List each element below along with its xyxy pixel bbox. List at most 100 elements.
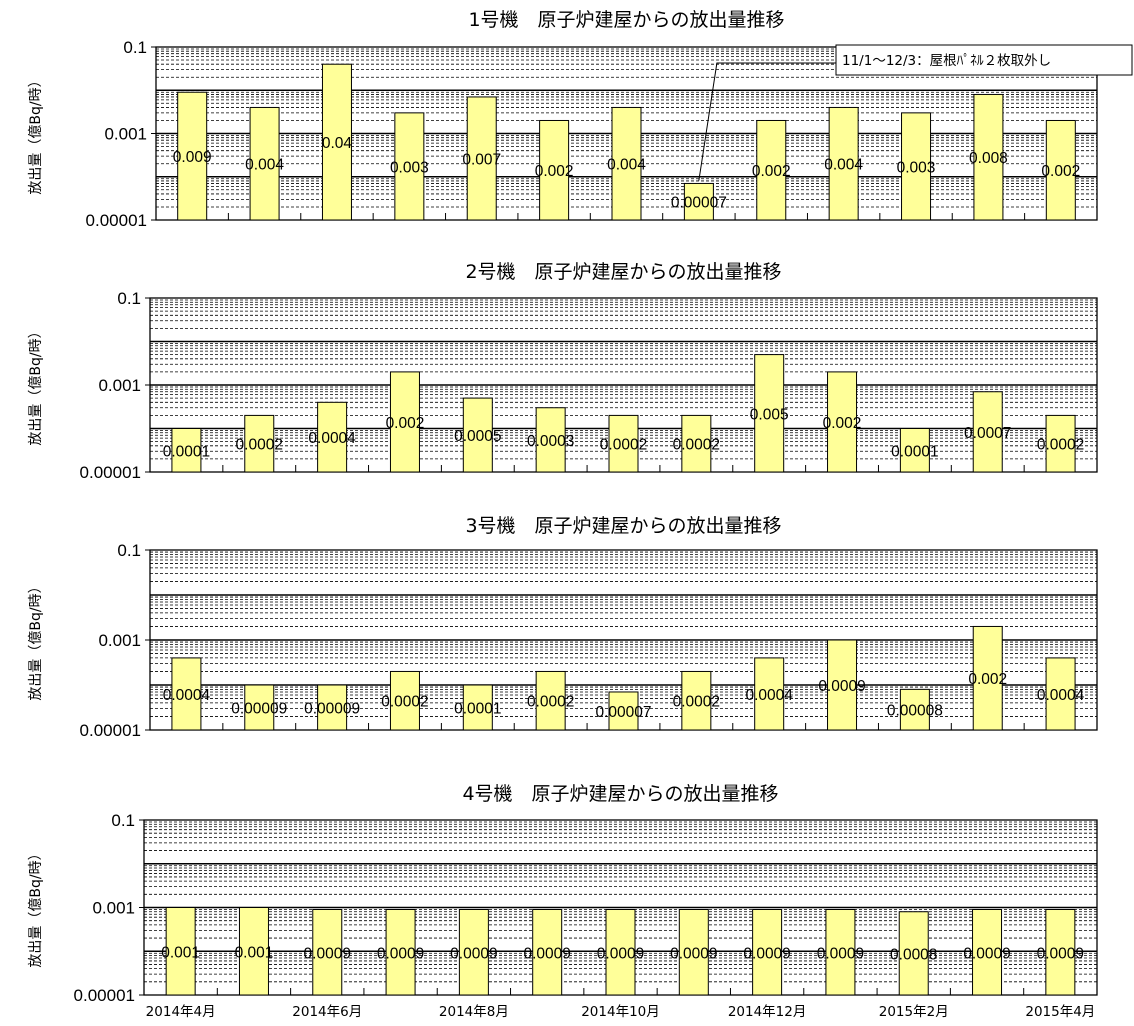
bar (389, 371, 420, 473)
data-label: 0.0001 (454, 701, 501, 718)
data-label: 0.0009 (817, 945, 864, 962)
data-label: 0.002 (968, 671, 1007, 688)
data-label: 0.002 (1041, 163, 1080, 180)
data-label: 0.0008 (890, 946, 937, 963)
data-label: 0.0001 (891, 443, 938, 460)
data-label: 0.005 (750, 406, 789, 423)
y-tick-label: 0.00001 (86, 211, 147, 230)
bar (827, 371, 858, 473)
bar (462, 397, 493, 473)
data-label: 0.001 (161, 944, 200, 961)
y-tick-label: 0.001 (92, 899, 135, 918)
data-label: 0.0009 (963, 945, 1010, 962)
y-tick-label: 0.00001 (74, 986, 135, 1005)
data-label: 0.003 (897, 159, 936, 176)
data-label: 0.0003 (527, 433, 574, 450)
annotation-box (835, 44, 1133, 76)
data-label: 0.0009 (1037, 945, 1084, 962)
chart-panel-1: 1号機 原子炉建屋からの放出量推移 0.1 0.001 0.00001 放出量（億Bq/… (28, 9, 1133, 230)
bar (458, 909, 489, 996)
x-tick-label: 2014年8月 (439, 1004, 509, 1020)
bar (177, 91, 208, 221)
data-label: 0.004 (607, 157, 646, 174)
data-label: 0.0002 (673, 437, 720, 454)
bar (678, 909, 709, 996)
chart-panel-2: 2号機 原子炉建屋からの放出量推移 0.1 0.001 0.00001 放出量（億Bq/… (28, 261, 1098, 482)
bar (249, 106, 280, 221)
chart-title: 1号機 原子炉建屋からの放出量推移 (468, 9, 784, 31)
bar (899, 688, 930, 731)
bar (898, 911, 929, 996)
data-label: 0.0009 (377, 945, 424, 962)
data-label: 0.0002 (1037, 437, 1084, 454)
y-tick-label: 0.1 (123, 38, 147, 57)
bar (1045, 119, 1076, 221)
bar (899, 428, 930, 473)
data-label: 0.008 (969, 150, 1008, 167)
data-label: 0.00008 (887, 703, 943, 720)
bar (238, 907, 269, 996)
data-label: 0.0009 (818, 678, 865, 695)
data-label: 0.0005 (454, 428, 501, 445)
y-tick-label: 0.1 (117, 541, 141, 560)
data-label: 0.0004 (1037, 687, 1085, 704)
x-tick-label: 2015年4月 (1025, 1004, 1095, 1020)
bar (973, 93, 1004, 221)
gridlines (150, 299, 1097, 460)
bar (321, 63, 352, 221)
y-tick-label: 0.1 (111, 811, 135, 830)
y-tick-label: 0.00001 (80, 721, 141, 740)
y-axis-label: 放出量（億Bq/時） (28, 846, 44, 967)
data-label: 0.0004 (308, 430, 356, 447)
data-label: 0.0007 (964, 425, 1011, 442)
data-label: 0.0009 (597, 945, 644, 962)
bar (608, 691, 639, 731)
chart-panel-4: 4号機 原子炉建屋からの放出量推移 0.1 0.001 0.00001 放出量（億Bq/… (28, 783, 1098, 1020)
x-tick-label: 2015年2月 (879, 1004, 949, 1020)
chart-panel-3: 3号機 原子炉建屋からの放出量推移 0.1 0.001 0.00001 放出量（億Bq/… (28, 515, 1098, 740)
bar (462, 684, 493, 731)
bar (171, 657, 202, 731)
data-label: 0.003 (390, 159, 429, 176)
data-label: 0.0009 (304, 945, 351, 962)
bar (681, 414, 712, 473)
data-label: 0.002 (535, 163, 574, 180)
y-axis-label: 放出量（億Bq/時） (28, 579, 44, 700)
bar (825, 909, 856, 996)
data-label: 0.0002 (236, 437, 283, 454)
data-label: 0.002 (823, 415, 862, 432)
annotation-text: 11/1～12/3：屋根ﾊﾟﾈﾙ２枚取外し (842, 53, 1051, 69)
y-axis-label: 放出量（億Bq/時） (28, 324, 44, 445)
data-label: 0.00007 (595, 704, 651, 721)
data-label: 0.009 (173, 149, 212, 166)
bar (1045, 657, 1076, 731)
data-label: 0.0004 (163, 687, 211, 704)
bar (972, 391, 1003, 473)
data-label: 0.004 (824, 157, 863, 174)
data-label: 0.0009 (523, 945, 570, 962)
bar (317, 684, 348, 731)
y-axis-label: 放出量（億Bq/時） (28, 73, 44, 194)
data-label: 0.00009 (231, 701, 287, 718)
data-label: 0.0002 (527, 694, 574, 711)
bar (756, 119, 787, 221)
data-label: 0.0004 (745, 687, 793, 704)
bar (385, 909, 416, 996)
bar (683, 182, 714, 221)
bar (972, 909, 1003, 996)
data-label: 0.0002 (600, 437, 647, 454)
data-label: 0.0001 (163, 443, 210, 460)
data-label: 0.0009 (743, 945, 790, 962)
x-tick-label: 2014年4月 (146, 1004, 216, 1020)
data-label: 0.00007 (671, 195, 727, 212)
y-tick-label: 0.001 (98, 376, 141, 395)
bar (611, 106, 642, 221)
y-tick-label: 0.001 (104, 125, 147, 144)
bar (681, 670, 712, 731)
bar (389, 670, 420, 731)
bar (608, 414, 639, 473)
bar (539, 119, 570, 221)
data-label: 0.002 (752, 163, 791, 180)
